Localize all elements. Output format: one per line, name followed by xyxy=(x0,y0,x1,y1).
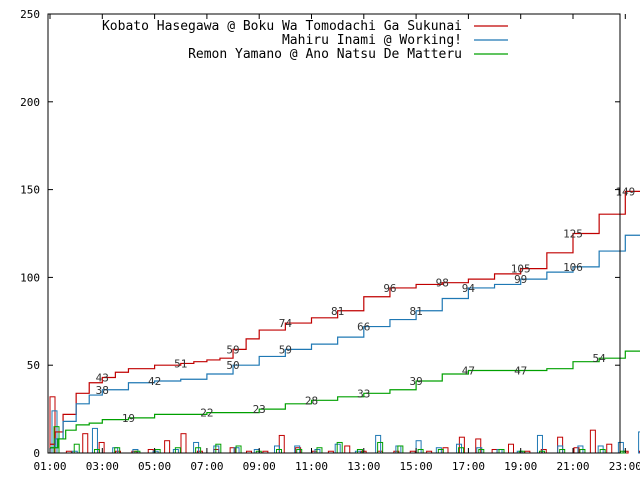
data-label-series-1: 43 xyxy=(96,371,109,384)
data-label-series-2: 66 xyxy=(357,321,370,334)
series-line-3 xyxy=(50,350,640,449)
data-label-series-2: 50 xyxy=(226,359,239,372)
y-tick-label: 150 xyxy=(20,184,40,197)
x-tick-label: 23:00 xyxy=(609,460,640,473)
data-label-series-1: 149 xyxy=(615,185,635,198)
data-label-series-2: 81 xyxy=(409,305,422,318)
bar-1 xyxy=(164,440,171,454)
data-label-series-2: 59 xyxy=(279,343,292,356)
data-label-series-2: 38 xyxy=(96,384,109,397)
data-label-series-3: 33 xyxy=(357,387,370,400)
x-tick-label: 03:00 xyxy=(86,460,119,473)
x-tick-label: 11:00 xyxy=(295,460,328,473)
y-tick-label: 200 xyxy=(20,96,40,109)
data-label-series-3: 22 xyxy=(200,407,213,420)
bar-1 xyxy=(507,443,514,454)
data-label-series-2: 106 xyxy=(563,261,583,274)
y-tick-label: 250 xyxy=(20,8,40,21)
bar-1 xyxy=(147,448,154,454)
data-label-series-1: 96 xyxy=(383,282,396,295)
bar-1 xyxy=(589,429,596,454)
data-label-series-2: 42 xyxy=(148,375,161,388)
plot-frame xyxy=(47,13,621,454)
data-label-series-1: 74 xyxy=(279,317,293,330)
data-label-series-2: 99 xyxy=(514,273,527,286)
x-tick-label: 01:00 xyxy=(33,460,66,473)
x-tick-label: 05:00 xyxy=(138,460,171,473)
legend-label-1: Kobato Hasegawa @ Boku Wa Tomodachi Ga S… xyxy=(102,19,462,34)
bar-1 xyxy=(180,433,187,454)
legend-label-3: Remon Yamano @ Ano Natsu De Matteru xyxy=(188,47,462,62)
data-labels-layer: 4351597481969810512514924538425059668194… xyxy=(96,185,636,425)
data-label-series-1: 98 xyxy=(436,277,449,290)
data-label-series-1: 59 xyxy=(226,343,239,356)
legend: Kobato Hasegawa @ Boku Wa Tomodachi Ga S… xyxy=(102,19,508,62)
y-tick-label: 50 xyxy=(27,359,40,372)
bar-1 xyxy=(344,445,351,454)
data-label-series-3: 19 xyxy=(122,412,135,425)
bar-1 xyxy=(606,443,613,454)
x-tick-label: 07:00 xyxy=(190,460,223,473)
bar-2 xyxy=(638,431,640,454)
data-label-series-1: 51 xyxy=(174,357,187,370)
x-tick-label: 21:00 xyxy=(556,460,589,473)
x-tick-label: 19:00 xyxy=(504,460,537,473)
x-tick-label: 13:00 xyxy=(347,460,380,473)
data-label-series-3: 28 xyxy=(305,394,318,407)
data-label-series-3: 39 xyxy=(409,375,422,388)
data-label-series-1: 125 xyxy=(563,228,583,241)
bars-layer xyxy=(49,396,640,454)
data-label-series-3: 23 xyxy=(253,403,266,416)
data-label-series-1: 81 xyxy=(331,305,344,318)
series-line-1 xyxy=(50,190,640,445)
legend-label-2: Mahiru Inami @ Working! xyxy=(282,33,462,48)
series-line-2 xyxy=(50,234,640,449)
x-tick-label: 17:00 xyxy=(452,460,485,473)
data-label-series-1: 105 xyxy=(511,263,531,276)
bar-1 xyxy=(82,433,89,454)
bar-1 xyxy=(491,448,498,454)
x-tick-label: 09:00 xyxy=(243,460,276,473)
data-label-series-3: 47 xyxy=(514,364,527,377)
bar-1 xyxy=(638,450,640,454)
data-label-series-3: 47 xyxy=(462,364,475,377)
data-label-series-3: 54 xyxy=(593,352,607,365)
x-tick-label: 15:00 xyxy=(400,460,433,473)
y-tick-label: 0 xyxy=(33,447,40,460)
data-label-series-2: 94 xyxy=(462,282,476,295)
axes-layer: 0 50 100 150 200 250 01:00 03:00 05:00 07:00 09:00… xyxy=(20,8,640,473)
lines-layer xyxy=(50,190,640,449)
y-tick-label: 100 xyxy=(20,271,40,284)
